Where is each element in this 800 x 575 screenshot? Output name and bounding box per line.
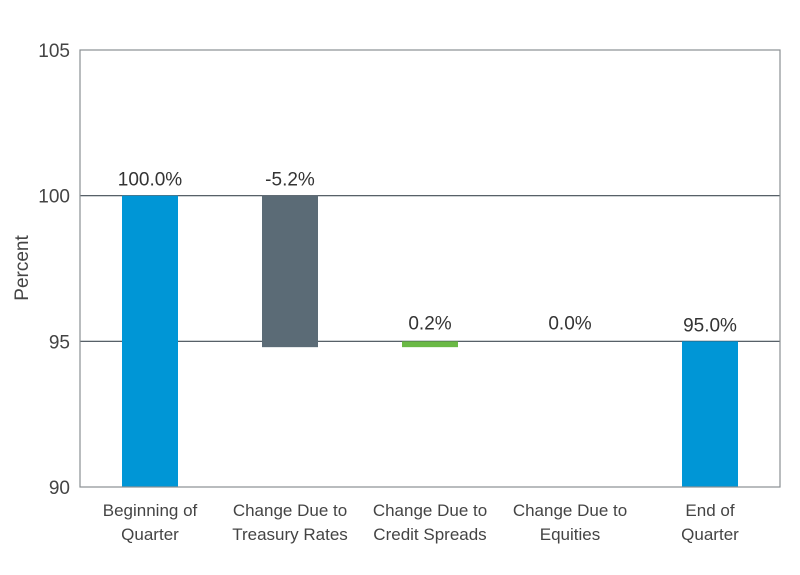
- bar-4: [682, 341, 738, 487]
- category-label-4-line-0: End of: [685, 501, 734, 520]
- category-labels: Beginning of Quarter Change Due to Treasury…: [103, 501, 739, 544]
- data-label-1: -5.2%: [265, 170, 315, 191]
- y-tick-label: 95: [49, 332, 70, 353]
- y-tick-label: 100: [38, 187, 70, 208]
- data-label-4: 95.0%: [683, 315, 737, 336]
- y-tick-label: 105: [38, 41, 70, 62]
- category-label-2-line-0: Change Due to: [373, 501, 487, 520]
- y-tick-label: 90: [49, 478, 70, 499]
- data-label-0: 100.0%: [118, 170, 183, 191]
- data-label-3: 0.0%: [548, 313, 591, 334]
- category-label-0-line-0: Beginning of: [103, 501, 198, 520]
- bar-2: [402, 341, 458, 348]
- y-tick-labels: 90 95 100 105: [38, 41, 70, 499]
- category-label-3-line-0: Change Due to: [513, 501, 627, 520]
- plot-frame: [79, 49, 781, 488]
- data-labels: 100.0% -5.2% 0.2% 0.0% 95.0%: [118, 170, 737, 337]
- category-label-4-line-1: Quarter: [681, 525, 739, 544]
- data-label-2: 0.2%: [408, 313, 451, 334]
- category-label-3-line-1: Equities: [540, 525, 600, 544]
- y-axis-title: Percent: [12, 235, 33, 301]
- category-label-2-line-1: Credit Spreads: [373, 525, 486, 544]
- bars: [122, 195, 738, 487]
- bar-0: [122, 195, 178, 487]
- category-label-1-line-1: Treasury Rates: [232, 525, 348, 544]
- bar-1: [262, 195, 318, 348]
- category-label-0-line-1: Quarter: [121, 525, 179, 544]
- category-label-1-line-0: Change Due to: [233, 501, 347, 520]
